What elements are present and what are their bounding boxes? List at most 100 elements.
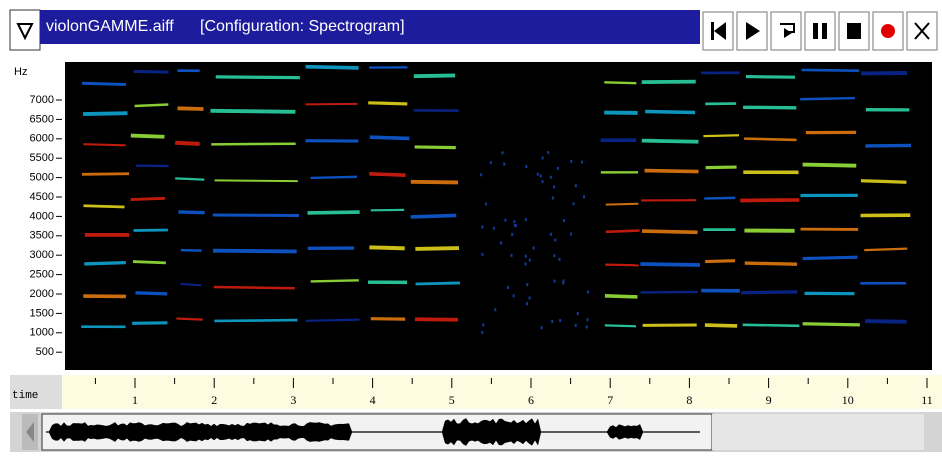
spectral-noise	[526, 302, 528, 305]
spectral-streak	[216, 77, 300, 78]
spectral-streak	[415, 147, 456, 148]
spectral-noise	[586, 325, 588, 328]
frequency-tick-label: 3500	[30, 230, 54, 242]
spectral-noise	[537, 173, 539, 176]
time-tick-label: 3	[290, 393, 296, 407]
spectral-noise	[570, 160, 572, 163]
menu-button[interactable]	[10, 10, 40, 50]
spectral-noise	[511, 233, 513, 236]
spectral-streak	[743, 107, 796, 108]
spectral-streak	[411, 215, 457, 216]
spectral-streak	[84, 263, 126, 264]
spectral-streak	[82, 174, 129, 175]
spectral-streak	[415, 248, 459, 249]
spectral-streak	[211, 144, 295, 145]
spectral-noise	[552, 196, 554, 199]
spectral-noise	[503, 163, 505, 166]
spectral-streak	[705, 325, 737, 326]
spectral-noise	[502, 151, 504, 154]
spectral-noise	[493, 227, 495, 230]
spectral-streak	[706, 167, 737, 168]
spectral-noise	[525, 255, 527, 258]
frequency-tick-label: 6500	[30, 113, 54, 125]
spectral-streak	[640, 264, 700, 265]
spectral-noise	[554, 239, 556, 242]
spectral-streak	[705, 261, 735, 262]
stop-icon	[847, 23, 861, 39]
spectral-noise	[587, 318, 589, 321]
time-tick-label: 6	[528, 393, 534, 407]
frequency-tick-label: 4500	[30, 191, 54, 203]
file-name: violonGAMME.aiff	[46, 18, 174, 35]
frequency-tick-label: 2000	[30, 288, 54, 300]
configuration: [Configuration: Spectrogram]	[200, 18, 405, 35]
spectral-streak	[214, 320, 297, 321]
spectral-noise	[542, 156, 544, 159]
spectral-noise	[575, 184, 577, 187]
spectral-noise	[562, 281, 564, 284]
spectral-noise	[525, 165, 527, 168]
frequency-tick-label: 7000	[30, 94, 54, 106]
spectral-streak	[181, 250, 202, 251]
spectral-noise	[558, 258, 560, 261]
spectral-streak	[605, 265, 639, 266]
spectral-streak	[642, 231, 698, 232]
spectral-noise	[540, 174, 542, 177]
spectral-noise	[525, 218, 527, 221]
spectral-streak	[642, 141, 699, 142]
spectral-streak	[803, 165, 857, 166]
spectral-noise	[513, 220, 515, 223]
spectral-streak	[605, 296, 638, 297]
frequency-tick-label: 6000	[30, 133, 54, 145]
spectral-streak	[83, 144, 125, 145]
spectral-streak	[803, 257, 858, 258]
spectral-streak	[865, 321, 907, 322]
spectral-noise	[583, 195, 585, 198]
spectral-streak	[134, 71, 169, 72]
spectral-streak	[210, 111, 295, 112]
spectral-streak	[311, 280, 359, 281]
spectral-noise	[481, 331, 483, 334]
spectral-streak	[306, 320, 360, 321]
spectral-streak	[369, 174, 405, 175]
spectral-streak	[175, 143, 199, 144]
spectral-streak	[134, 230, 168, 231]
spectral-noise	[485, 203, 487, 206]
spectral-streak	[178, 212, 204, 213]
spectral-streak	[175, 178, 204, 179]
spectral-noise	[541, 326, 543, 329]
spectral-noise	[526, 283, 528, 286]
time-tick-label: 11	[921, 393, 933, 407]
frequency-unit: Hz	[14, 66, 27, 78]
spectral-streak	[746, 77, 795, 78]
spectral-streak	[740, 200, 799, 201]
spectral-streak	[414, 75, 455, 76]
scroll-track	[712, 414, 924, 450]
spectral-streak	[704, 198, 735, 199]
spectral-noise	[575, 324, 577, 327]
spectral-streak	[642, 82, 696, 83]
spectral-noise	[524, 262, 526, 265]
spectral-streak	[306, 67, 359, 68]
spectral-streak	[178, 108, 204, 109]
spectral-noise	[557, 167, 559, 170]
transport	[703, 12, 937, 50]
spectral-noise	[529, 296, 531, 299]
spectral-streak	[133, 262, 166, 263]
spectral-streak	[741, 292, 797, 293]
spectral-streak	[176, 318, 202, 319]
spectral-noise	[554, 280, 556, 283]
time-tick-label: 5	[449, 393, 455, 407]
spectral-streak	[416, 283, 460, 284]
spectral-noise	[547, 151, 549, 154]
pause-button[interactable]	[805, 12, 835, 50]
spectral-noise	[481, 253, 483, 256]
spectral-noise	[480, 173, 482, 176]
time-tick-label: 8	[686, 393, 692, 407]
spectral-streak	[131, 198, 165, 199]
spectral-streak	[803, 324, 860, 325]
spectral-streak	[135, 293, 167, 294]
spectral-streak	[606, 204, 639, 205]
time-label: time	[12, 390, 38, 402]
